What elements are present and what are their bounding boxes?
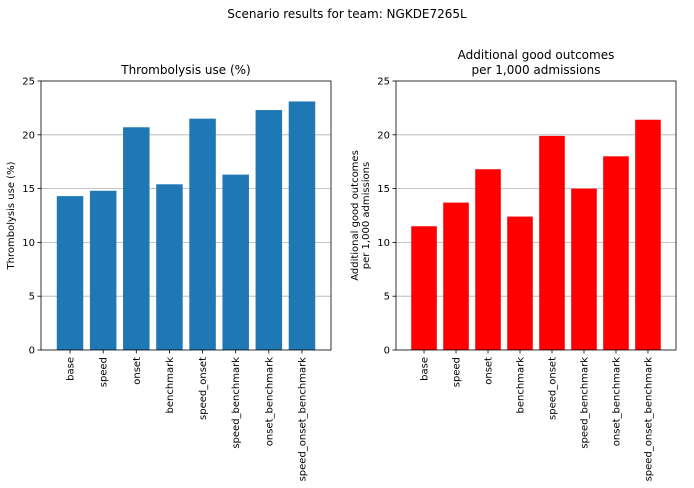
bar-onset bbox=[123, 127, 150, 350]
y-tick-label: 5 bbox=[384, 292, 390, 303]
y-tick-label: 0 bbox=[384, 346, 390, 357]
y-tick-label: 25 bbox=[377, 77, 390, 88]
y-tick-label: 15 bbox=[22, 184, 35, 195]
x-tick-label: speed_onset_benchmark bbox=[643, 357, 654, 482]
bar-base bbox=[411, 226, 437, 350]
chart-title-line: per 1,000 admissions bbox=[472, 63, 601, 77]
x-tick-label: onset_benchmark bbox=[611, 357, 622, 446]
y-tick-label: 0 bbox=[29, 346, 35, 357]
x-tick-label: speed_onset_benchmark bbox=[297, 357, 308, 482]
y-tick-label: 15 bbox=[377, 184, 390, 195]
y-tick-label: 20 bbox=[377, 130, 390, 141]
bar-base bbox=[56, 196, 84, 350]
x-tick-label: speed_onset bbox=[547, 357, 558, 420]
bar-benchmark bbox=[156, 184, 183, 350]
bar-speed-onset-benchmark bbox=[288, 101, 316, 350]
y-axis-label: Additional good outcomes bbox=[350, 150, 361, 281]
x-tick-label: onset_benchmark bbox=[264, 357, 275, 446]
x-tick-label: benchmark bbox=[165, 357, 176, 414]
bar-onset bbox=[475, 169, 501, 350]
chart-title-line: Additional good outcomes bbox=[458, 48, 615, 62]
y-tick-label: 20 bbox=[22, 130, 35, 141]
y-tick-label: 10 bbox=[22, 238, 35, 249]
x-tick-label: benchmark bbox=[516, 357, 527, 414]
bar-onset-benchmark bbox=[255, 110, 283, 350]
figure-title: Scenario results for team: NGKDE7265L bbox=[227, 7, 467, 21]
bar-speed bbox=[443, 202, 469, 350]
x-tick-label: speed bbox=[99, 357, 110, 387]
y-tick-label: 5 bbox=[29, 292, 35, 303]
y-axis-label: per 1,000 admissions bbox=[361, 162, 372, 269]
x-tick-label: onset bbox=[484, 357, 495, 385]
bar-speed-benchmark bbox=[571, 188, 597, 350]
bar-speed-benchmark bbox=[222, 174, 249, 350]
x-tick-label: speed bbox=[452, 357, 463, 387]
x-tick-label: speed_onset bbox=[198, 357, 209, 420]
bar-onset-benchmark bbox=[603, 156, 629, 350]
x-tick-label: base bbox=[420, 357, 431, 381]
bar-speed-onset-benchmark bbox=[635, 119, 661, 351]
x-tick-label: speed_benchmark bbox=[579, 357, 590, 449]
bar-benchmark bbox=[507, 216, 533, 350]
x-tick-label: onset bbox=[132, 357, 143, 385]
x-tick-label: speed_benchmark bbox=[231, 357, 242, 449]
x-tick-label: base bbox=[66, 357, 77, 381]
y-tick-label: 10 bbox=[377, 238, 390, 249]
plot-frame bbox=[395, 80, 677, 351]
chart-title-line: Thrombolysis use (%) bbox=[120, 63, 251, 77]
chart-thrombolysis-use: Thrombolysis use (%) 0 5 10 15 20 25 base speed o… bbox=[6, 63, 332, 482]
bar-speed-onset bbox=[539, 135, 565, 350]
y-tick-label: 25 bbox=[22, 77, 35, 88]
plot-frame bbox=[40, 80, 332, 351]
y-axis-label: Thrombolysis use (%) bbox=[6, 161, 17, 270]
bar-speed bbox=[89, 190, 117, 350]
bar-speed-onset bbox=[189, 118, 216, 350]
